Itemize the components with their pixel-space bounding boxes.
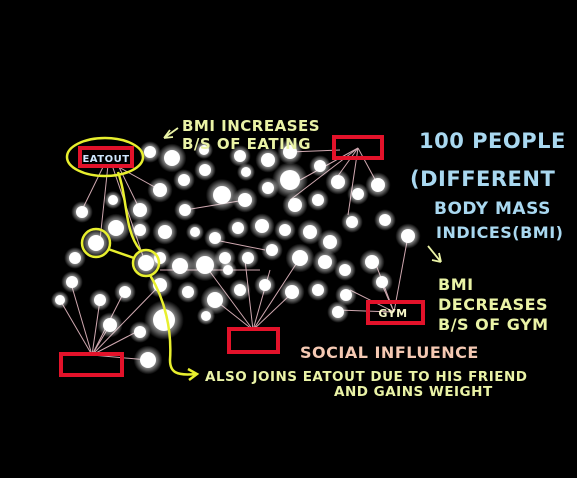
people-nodes bbox=[51, 139, 421, 375]
person-node bbox=[55, 295, 65, 305]
person-node bbox=[303, 225, 317, 239]
person-node bbox=[196, 256, 214, 274]
person-node bbox=[279, 224, 291, 236]
person-node bbox=[238, 193, 252, 207]
activity-box-bottom-left bbox=[59, 352, 124, 377]
influence-highlights bbox=[65, 136, 200, 381]
person-node bbox=[207, 292, 223, 308]
person-node bbox=[94, 294, 106, 306]
person-node bbox=[223, 265, 233, 275]
person-node bbox=[76, 206, 88, 218]
person-node bbox=[331, 175, 345, 189]
person-node bbox=[261, 153, 275, 167]
person-node bbox=[365, 255, 379, 269]
person-node bbox=[314, 160, 326, 172]
person-node bbox=[234, 284, 246, 296]
person-node bbox=[144, 146, 156, 158]
person-node bbox=[332, 306, 344, 318]
person-node bbox=[283, 145, 297, 159]
person-node bbox=[164, 150, 180, 166]
influence-arrow bbox=[116, 171, 197, 376]
person-node bbox=[153, 183, 167, 197]
person-node bbox=[213, 186, 231, 204]
person-node bbox=[138, 255, 154, 271]
gym-box bbox=[366, 300, 425, 325]
person-node bbox=[88, 235, 104, 251]
bmi-decreases-line1: BMI bbox=[438, 275, 474, 294]
person-node bbox=[108, 195, 118, 205]
friend-link-highlight bbox=[107, 247, 135, 260]
person-node bbox=[401, 229, 415, 243]
title-line1: 100 PEOPLE bbox=[419, 129, 566, 153]
bmi-increases-line1: BMI INCREASES bbox=[182, 117, 320, 135]
person-node bbox=[182, 286, 194, 298]
bmi-decreases-line3: B/S OF GYM bbox=[438, 315, 549, 334]
person-highlight-ring bbox=[131, 248, 161, 278]
person-node bbox=[259, 279, 271, 291]
person-node bbox=[352, 188, 364, 200]
person-node bbox=[318, 255, 332, 269]
title-line2: (DIFFERENT bbox=[410, 167, 555, 191]
eatout-box bbox=[78, 146, 134, 168]
person-node bbox=[323, 235, 337, 249]
person-node bbox=[133, 203, 147, 217]
person-node bbox=[69, 252, 81, 264]
eatout-label: EATOUT bbox=[82, 154, 129, 165]
person-node bbox=[190, 227, 200, 237]
person-node bbox=[140, 352, 156, 368]
joins-eatout-line2: AND GAINS WEIGHT bbox=[334, 384, 493, 400]
bmi-decreases-line2: DECREASES bbox=[438, 295, 548, 314]
person-node bbox=[178, 174, 190, 186]
person-node bbox=[280, 170, 300, 190]
bmi-increases-line2: B/S OF EATING bbox=[182, 135, 311, 153]
person-node bbox=[103, 318, 117, 332]
eatout-highlight-ring bbox=[65, 136, 145, 178]
activity-box-top-right bbox=[332, 135, 384, 160]
person-node bbox=[153, 309, 175, 331]
person-node bbox=[339, 264, 351, 276]
joins-eatout-line1: ALSO JOINS EATOUT DUE TO HIS FRIEND bbox=[205, 369, 527, 385]
person-node bbox=[288, 198, 302, 212]
person-node bbox=[119, 286, 131, 298]
person-node bbox=[285, 285, 299, 299]
person-node bbox=[234, 150, 246, 162]
person-node bbox=[266, 244, 278, 256]
person-node bbox=[312, 284, 324, 296]
influence-arrow-head bbox=[187, 367, 200, 381]
person-node bbox=[241, 167, 251, 177]
person-node bbox=[371, 178, 385, 192]
person-node bbox=[134, 326, 146, 338]
bmi-increase-arrow bbox=[163, 127, 179, 139]
activity-box-bottom-center bbox=[227, 327, 280, 354]
activity-boxes bbox=[59, 135, 425, 377]
person-node bbox=[158, 225, 172, 239]
person-node bbox=[209, 232, 221, 244]
person-node bbox=[242, 252, 254, 264]
person-node bbox=[379, 214, 391, 226]
person-node bbox=[255, 219, 269, 233]
gym-label: GYM bbox=[378, 307, 407, 320]
title-line3: BODY MASS bbox=[434, 199, 551, 219]
person-node bbox=[292, 250, 308, 266]
bmi-decrease-arrow bbox=[427, 245, 442, 263]
person-node bbox=[108, 220, 124, 236]
person-node bbox=[346, 216, 358, 228]
person-node bbox=[199, 164, 211, 176]
person-node bbox=[66, 276, 78, 288]
person-node bbox=[340, 289, 352, 301]
title-line4: INDICES(BMI) bbox=[436, 223, 563, 242]
person-node bbox=[312, 194, 324, 206]
person-node bbox=[376, 276, 388, 288]
person-node bbox=[232, 222, 244, 234]
friend-highlight-ring bbox=[80, 227, 112, 259]
person-node bbox=[199, 145, 209, 155]
person-node bbox=[134, 224, 146, 236]
person-node bbox=[179, 204, 191, 216]
person-node bbox=[172, 258, 188, 274]
person-node bbox=[201, 311, 211, 321]
person-node bbox=[262, 182, 274, 194]
social-influence-label: SOCIAL INFLUENCE bbox=[300, 343, 479, 362]
